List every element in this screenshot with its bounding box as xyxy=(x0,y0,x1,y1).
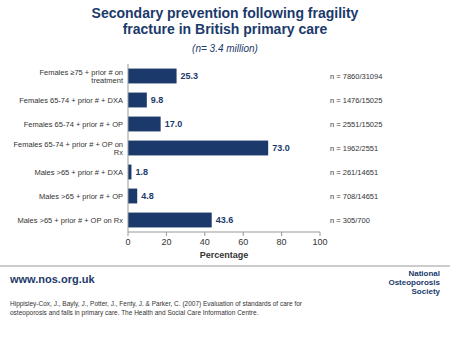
category-label: Males >65 + prior # + OP xyxy=(39,192,123,201)
text-line: fracture in British primary care xyxy=(123,21,328,37)
bar xyxy=(128,93,147,108)
chart: Secondary prevention following fragility… xyxy=(0,0,450,338)
footer-url: www.nos.org.uk xyxy=(9,273,95,285)
subtitle: (n= 3.4 million) xyxy=(192,43,258,54)
x-tick xyxy=(128,232,129,236)
bar xyxy=(128,117,161,132)
n-label: n = 261/14651 xyxy=(330,168,378,177)
x-tick-label: 60 xyxy=(238,237,248,247)
bars xyxy=(128,69,268,228)
text-line: Males >65 + prior # + OP on Rx xyxy=(17,216,123,225)
text-line: Females 65-74 + prior # + DXA xyxy=(19,96,123,105)
bar xyxy=(128,213,212,228)
text-line: Hippisley-Cox, J., Bayly, J., Potter, J.… xyxy=(10,300,303,308)
logo-text: NationalOsteoporosisSociety xyxy=(388,269,440,296)
x-tick-label: 20 xyxy=(161,237,171,247)
data-label: 43.6 xyxy=(216,215,234,225)
category-label: Females ≥75 + prior # ontreatment xyxy=(39,67,123,85)
text-line: Males >65 + prior # + OP xyxy=(39,192,123,201)
category-label: Females 65-74 + prior # + OP onRx xyxy=(13,139,123,157)
separator xyxy=(0,266,450,267)
bar xyxy=(128,165,131,180)
category-label: Females 65-74 + prior # + OP xyxy=(24,120,123,129)
x-axis-line xyxy=(128,232,320,233)
bar xyxy=(128,69,177,84)
text-line: Females 65-74 + prior # + OP on xyxy=(13,139,123,148)
text-line: Osteoporosis xyxy=(388,278,440,287)
text-line: treatment xyxy=(91,76,124,85)
bar xyxy=(128,189,137,204)
y-axis-line xyxy=(128,64,129,232)
text-line: (n= 3.4 million) xyxy=(192,43,258,54)
x-tick xyxy=(204,232,205,236)
x-tick-label: 80 xyxy=(277,237,287,247)
n-label: n = 305/700 xyxy=(330,216,370,225)
x-tick xyxy=(166,232,167,236)
n-label: n = 2551/15025 xyxy=(330,120,382,129)
x-tick xyxy=(320,232,321,236)
n-label: n = 1962/2551 xyxy=(330,144,378,153)
data-label: 4.8 xyxy=(141,191,154,201)
page: {"chart_data": { "type": "bar", "orienta… xyxy=(0,0,450,338)
text-line: osteoporosis and falls in primary care. … xyxy=(10,309,259,317)
title: Secondary prevention following fragility… xyxy=(92,5,359,37)
text-line: National xyxy=(408,269,440,278)
data-label: 9.8 xyxy=(151,95,164,105)
n-label: n = 1476/15025 xyxy=(330,96,382,105)
data-label: 1.8 xyxy=(135,167,148,177)
x-axis-label: Percentage xyxy=(200,250,249,260)
n-label: n = 708/14651 xyxy=(330,192,378,201)
text-line: Rx xyxy=(114,148,123,157)
category-label: Males >65 + prior # + DXA xyxy=(34,168,123,177)
bar xyxy=(128,141,268,156)
data-label: 73.0 xyxy=(272,143,290,153)
data-label: 25.3 xyxy=(181,71,199,81)
text-line: Secondary prevention following fragility xyxy=(92,5,359,21)
footer-citation: Hippisley-Cox, J., Bayly, J., Potter, J.… xyxy=(10,300,303,317)
text-line: Society xyxy=(412,287,441,296)
data-label: 17.0 xyxy=(165,119,183,129)
x-tick-label: 100 xyxy=(312,237,327,247)
text-line: Females 65-74 + prior # + OP xyxy=(24,120,123,129)
x-tick xyxy=(243,232,244,236)
x-tick-label: 0 xyxy=(125,237,130,247)
x-tick xyxy=(281,232,282,236)
text-line: Males >65 + prior # + DXA xyxy=(34,168,123,177)
category-label: Males >65 + prior # + OP on Rx xyxy=(17,216,123,225)
category-label: Females 65-74 + prior # + DXA xyxy=(19,96,123,105)
n-label: n = 7860/31094 xyxy=(330,72,382,81)
x-tick-label: 40 xyxy=(200,237,210,247)
